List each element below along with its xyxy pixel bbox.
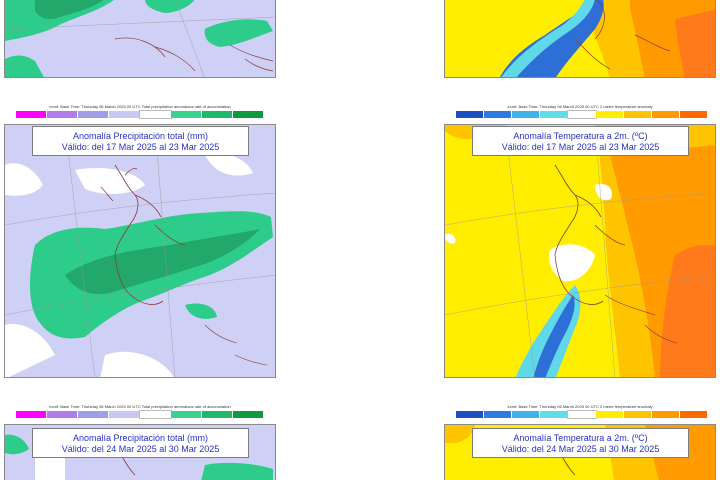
legend-swatch bbox=[624, 111, 652, 118]
header-variable: Total precipitation anomalous rate of ac… bbox=[141, 104, 231, 109]
legend-swatch bbox=[652, 111, 680, 118]
legend-swatch bbox=[567, 110, 597, 119]
legend-swatch bbox=[78, 111, 109, 118]
temp-valid-dates: Válido: del 24 Mar 2025 al 30 Mar 2025 bbox=[501, 444, 660, 454]
temp-map-week1 bbox=[444, 0, 716, 78]
header-base-time: ecmf: Base Time: Thursday 06 March 2025 … bbox=[49, 404, 141, 409]
legend-swatch bbox=[139, 410, 172, 419]
temp-color-legend bbox=[456, 410, 708, 419]
legend-swatch bbox=[624, 411, 652, 418]
legend-swatch bbox=[540, 411, 568, 418]
header-base-time: ecmf: Base Time: Thursday 06 March 2025 … bbox=[507, 104, 599, 109]
legend-swatch bbox=[202, 111, 233, 118]
legend-swatch bbox=[456, 111, 484, 118]
precip-valid-dates: Válido: del 17 Mar 2025 al 23 Mar 2025 bbox=[61, 142, 220, 152]
legend-swatch bbox=[233, 411, 264, 418]
precip-valid-dates: Válido: del 24 Mar 2025 al 30 Mar 2025 bbox=[61, 444, 220, 454]
temp-map-week2: Anomalía Temperatura a 2m. (ºC) Válido: … bbox=[444, 124, 716, 378]
temp-title-box-week3: Anomalía Temperatura a 2m. (ºC) Válido: … bbox=[472, 428, 689, 458]
legend-swatch bbox=[680, 411, 708, 418]
legend-swatch bbox=[540, 111, 568, 118]
legend-swatch bbox=[456, 411, 484, 418]
legend-swatch bbox=[202, 411, 233, 418]
legend-swatch bbox=[47, 111, 78, 118]
temp-color-legend bbox=[456, 110, 708, 119]
legend-swatch bbox=[16, 111, 47, 118]
legend-swatch bbox=[512, 111, 540, 118]
legend-swatch bbox=[139, 110, 172, 119]
precip-map-week3: Anomalía Precipitación total (mm) Válido… bbox=[4, 424, 276, 480]
precip-color-legend bbox=[16, 110, 264, 119]
legend-swatch bbox=[596, 411, 624, 418]
legend-swatch bbox=[233, 111, 264, 118]
header-base-time: ecmf: Base Time: Thursday 06 March 2025 … bbox=[49, 104, 141, 109]
precip-map-week2: Anomalía Precipitación total (mm) Válido… bbox=[4, 124, 276, 378]
header-base-time: ecmf: Base Time: Thursday 06 March 2025 … bbox=[507, 404, 599, 409]
legend-swatch bbox=[567, 410, 597, 419]
legend-swatch bbox=[78, 411, 109, 418]
precip-map-week1-frame bbox=[4, 0, 276, 78]
header-variable: 2 metre temperature anomaly bbox=[599, 404, 653, 409]
legend-swatch bbox=[109, 411, 140, 418]
legend-swatch bbox=[680, 111, 708, 118]
legend-swatch bbox=[596, 111, 624, 118]
legend-swatch bbox=[171, 111, 202, 118]
precip-title-box-week3: Anomalía Precipitación total (mm) Válido… bbox=[32, 428, 249, 458]
temp-valid-dates: Válido: del 17 Mar 2025 al 23 Mar 2025 bbox=[501, 142, 660, 152]
precip-map-week1 bbox=[4, 0, 276, 78]
temp-title-box-week2: Anomalía Temperatura a 2m. (ºC) Válido: … bbox=[472, 126, 689, 156]
legend-swatch bbox=[16, 411, 47, 418]
legend-swatch bbox=[47, 411, 78, 418]
legend-swatch bbox=[512, 411, 540, 418]
precip-title-box-week2: Anomalía Precipitación total (mm) Válido… bbox=[32, 126, 249, 156]
temp-map-week1-frame bbox=[444, 0, 716, 78]
legend-swatch bbox=[171, 411, 202, 418]
precip-header-week2: ecmf: Base Time: Thursday 06 March 2025 … bbox=[4, 104, 276, 126]
temp-title: Anomalía Temperatura a 2m. (ºC) bbox=[513, 131, 648, 141]
precip-title: Anomalía Precipitación total (mm) bbox=[72, 433, 209, 443]
header-variable: Total precipitation anomalous rate of ac… bbox=[141, 404, 231, 409]
precip-title: Anomalía Precipitación total (mm) bbox=[72, 131, 209, 141]
precip-header-week3: ecmf: Base Time: Thursday 06 March 2025 … bbox=[4, 404, 276, 426]
precip-map-week2-frame bbox=[4, 124, 276, 378]
temp-header-week2: ecmf: Base Time: Thursday 06 March 2025 … bbox=[444, 104, 716, 126]
temp-map-week2-frame bbox=[444, 124, 716, 378]
legend-swatch bbox=[109, 111, 140, 118]
legend-swatch bbox=[484, 411, 512, 418]
temp-map-week3: Anomalía Temperatura a 2m. (ºC) Válido: … bbox=[444, 424, 716, 480]
temp-header-week3: ecmf: Base Time: Thursday 06 March 2025 … bbox=[444, 404, 716, 426]
temp-title: Anomalía Temperatura a 2m. (ºC) bbox=[513, 433, 648, 443]
legend-swatch bbox=[652, 411, 680, 418]
legend-swatch bbox=[484, 111, 512, 118]
precip-color-legend bbox=[16, 410, 264, 419]
header-variable: 2 metre temperature anomaly bbox=[599, 104, 653, 109]
